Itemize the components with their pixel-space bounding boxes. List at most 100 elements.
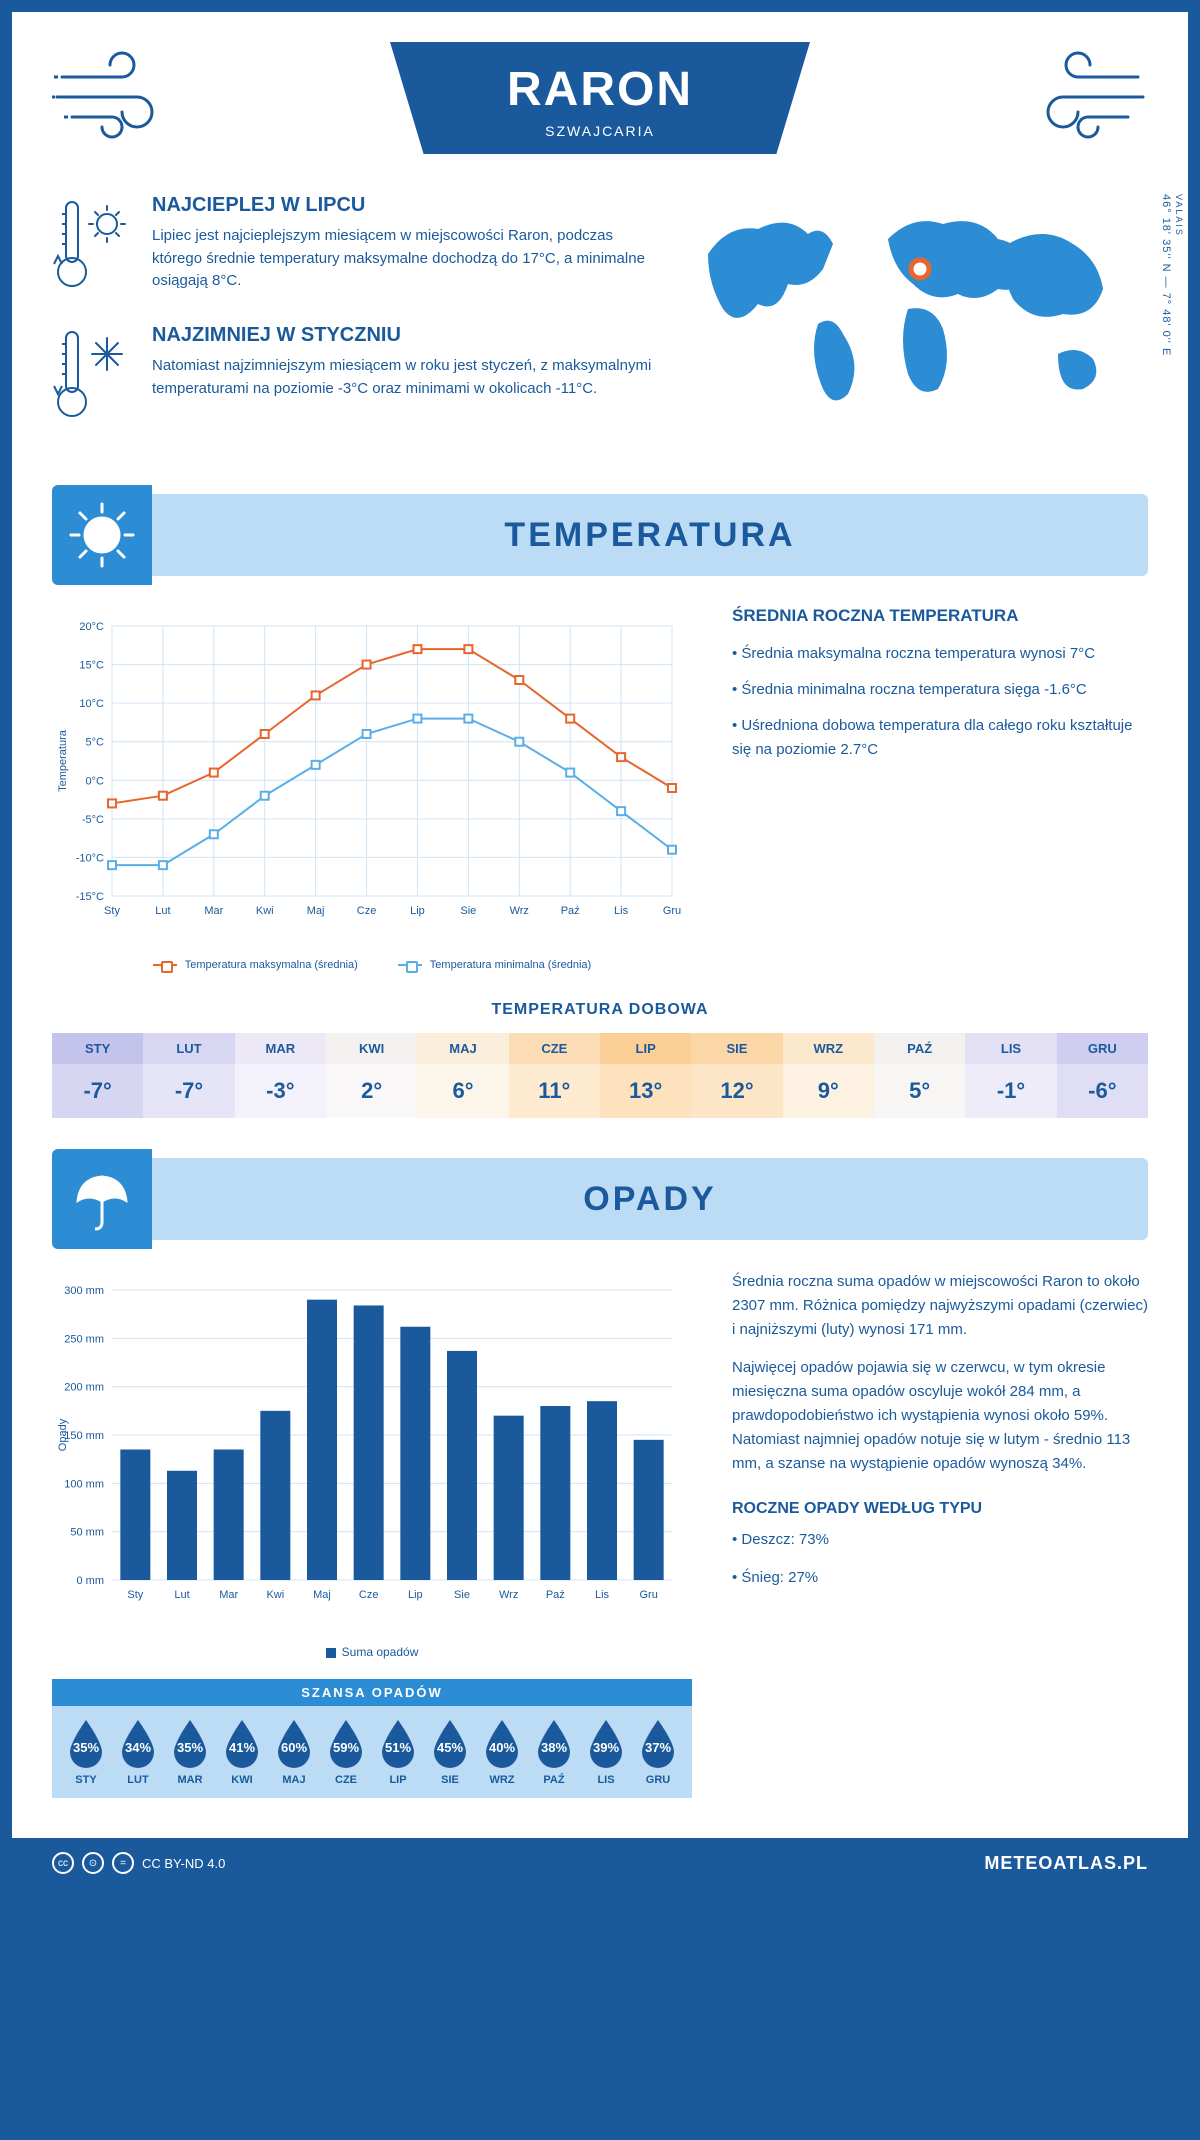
- daily-month: WRZ: [783, 1033, 874, 1064]
- svg-text:Mar: Mar: [204, 905, 223, 917]
- svg-text:Lis: Lis: [614, 905, 629, 917]
- daily-month: LIS: [965, 1033, 1056, 1064]
- svg-text:-5°C: -5°C: [82, 814, 104, 826]
- svg-text:Lis: Lis: [595, 1589, 610, 1601]
- raindrop-icon: 37%: [637, 1718, 679, 1768]
- svg-text:0°C: 0°C: [86, 775, 105, 787]
- daily-value: 13°: [600, 1064, 691, 1118]
- daily-value: 12°: [691, 1064, 782, 1118]
- svg-text:Lip: Lip: [408, 1589, 423, 1601]
- sun-icon: [52, 485, 152, 585]
- svg-text:20°C: 20°C: [79, 621, 104, 633]
- precip-rain: • Deszcz: 73%: [732, 1528, 1148, 1552]
- country-name: SZWAJCARIA: [470, 123, 730, 139]
- wind-icon-right: [1008, 42, 1148, 142]
- svg-text:200 mm: 200 mm: [64, 1382, 104, 1394]
- daily-temp-table: STYLUTMARKWIMAJCZELIPSIEWRZPAŹLISGRU-7°-…: [52, 1033, 1148, 1118]
- avg-temp-title: ŚREDNIA ROCZNA TEMPERATURA: [732, 606, 1148, 626]
- svg-text:5°C: 5°C: [86, 737, 105, 749]
- umbrella-icon: [52, 1149, 152, 1249]
- svg-text:Lip: Lip: [410, 905, 425, 917]
- region-label: VALAIS: [1174, 194, 1184, 237]
- by-icon: ⊙: [82, 1852, 104, 1874]
- nd-icon: =: [112, 1852, 134, 1874]
- chance-cell: 59%CZE: [320, 1718, 372, 1786]
- precip-p2: Najwięcej opadów pojawia się w czerwcu, …: [732, 1356, 1148, 1476]
- avg-temp-b1: • Średnia maksymalna roczna temperatura …: [732, 642, 1148, 666]
- footer: cc ⊙ = CC BY-ND 4.0 METEOATLAS.PL: [12, 1838, 1188, 1888]
- daily-month: STY: [52, 1033, 143, 1064]
- daily-month: KWI: [326, 1033, 417, 1064]
- daily-value: -1°: [965, 1064, 1056, 1118]
- svg-text:Maj: Maj: [307, 905, 325, 917]
- daily-value: 5°: [874, 1064, 965, 1118]
- thermometer-hot-icon: [52, 194, 132, 294]
- svg-text:10°C: 10°C: [79, 698, 104, 710]
- daily-value: 11°: [509, 1064, 600, 1118]
- precipitation-chart: 0 mm50 mm100 mm150 mm200 mm250 mm300 mmS…: [52, 1270, 692, 1798]
- chance-cell: 39%LIS: [580, 1718, 632, 1786]
- raindrop-icon: 45%: [429, 1718, 471, 1768]
- svg-text:150 mm: 150 mm: [64, 1430, 104, 1442]
- daily-month: PAŹ: [874, 1033, 965, 1064]
- avg-temp-b2: • Średnia minimalna roczna temperatura s…: [732, 678, 1148, 702]
- legend-min: Temperatura minimalna (średnia): [398, 959, 591, 971]
- svg-text:Cze: Cze: [359, 1589, 379, 1601]
- svg-text:100 mm: 100 mm: [64, 1478, 104, 1490]
- raindrop-icon: 39%: [585, 1718, 627, 1768]
- svg-text:Gru: Gru: [639, 1589, 657, 1601]
- svg-text:Maj: Maj: [313, 1589, 331, 1601]
- temperature-summary: ŚREDNIA ROCZNA TEMPERATURA • Średnia mak…: [732, 606, 1148, 971]
- bar-legend: Suma opadów: [52, 1645, 692, 1659]
- daily-month: SIE: [691, 1033, 782, 1064]
- daily-value: 6°: [417, 1064, 508, 1118]
- daily-month: GRU: [1057, 1033, 1148, 1064]
- license-text: CC BY-ND 4.0: [142, 1856, 225, 1871]
- raindrop-icon: 59%: [325, 1718, 367, 1768]
- raindrop-icon: 41%: [221, 1718, 263, 1768]
- site-name: METEOATLAS.PL: [984, 1853, 1148, 1874]
- section-title-temperature: TEMPERATURA: [152, 516, 1148, 555]
- section-title-precipitation: OPADY: [152, 1180, 1148, 1219]
- daily-value: -7°: [143, 1064, 234, 1118]
- svg-text:Wrz: Wrz: [510, 905, 529, 917]
- chance-cell: 35%MAR: [164, 1718, 216, 1786]
- svg-text:50 mm: 50 mm: [70, 1527, 104, 1539]
- fact-hottest: NAJCIEPLEJ W LIPCU Lipiec jest najcieple…: [52, 194, 658, 294]
- chance-cell: 37%GRU: [632, 1718, 684, 1786]
- daily-month: LIP: [600, 1033, 691, 1064]
- svg-text:Gru: Gru: [663, 905, 681, 917]
- svg-text:Opady: Opady: [57, 1418, 69, 1451]
- svg-text:Wrz: Wrz: [499, 1589, 518, 1601]
- svg-text:Temperatura: Temperatura: [57, 729, 69, 792]
- daily-month: MAJ: [417, 1033, 508, 1064]
- chance-cell: 38%PAŹ: [528, 1718, 580, 1786]
- fact-hot-title: NAJCIEPLEJ W LIPCU: [152, 194, 658, 217]
- svg-text:-15°C: -15°C: [76, 891, 104, 903]
- fact-cold-text: Natomiast najzimniejszym miesiącem w rok…: [152, 355, 658, 400]
- precip-type-title: ROCZNE OPADY WEDŁUG TYPU: [732, 1500, 1148, 1518]
- fact-coldest: NAJZIMNIEJ W STYCZNIU Natomiast najzimni…: [52, 324, 658, 424]
- chance-strip: SZANSA OPADÓW 35%STY34%LUT35%MAR41%KWI60…: [52, 1679, 692, 1798]
- fact-hot-text: Lipiec jest najcieplejszym miesiącem w m…: [152, 225, 658, 293]
- chance-cell: 35%STY: [60, 1718, 112, 1786]
- daily-temp-title: TEMPERATURA DOBOWA: [52, 1001, 1148, 1019]
- chance-cell: 40%WRZ: [476, 1718, 528, 1786]
- raindrop-icon: 34%: [117, 1718, 159, 1768]
- raindrop-icon: 35%: [169, 1718, 211, 1768]
- section-header-precipitation: OPADY: [52, 1158, 1148, 1240]
- precipitation-summary: Średnia roczna suma opadów w miejscowośc…: [732, 1270, 1148, 1798]
- chance-cell: 41%KWI: [216, 1718, 268, 1786]
- svg-text:0 mm: 0 mm: [77, 1575, 105, 1587]
- svg-text:Paź: Paź: [546, 1589, 565, 1601]
- raindrop-icon: 51%: [377, 1718, 419, 1768]
- svg-text:Lut: Lut: [155, 905, 170, 917]
- city-name: RARON: [470, 62, 730, 117]
- precip-p1: Średnia roczna suma opadów w miejscowośc…: [732, 1270, 1148, 1342]
- chance-cell: 51%LIP: [372, 1718, 424, 1786]
- svg-text:Sty: Sty: [104, 905, 120, 917]
- svg-text:Cze: Cze: [357, 905, 377, 917]
- facts-column: NAJCIEPLEJ W LIPCU Lipiec jest najcieple…: [52, 194, 658, 454]
- daily-month: MAR: [235, 1033, 326, 1064]
- temperature-chart: -15°C-10°C-5°C0°C5°C10°C15°C20°CStyLutMa…: [52, 606, 692, 971]
